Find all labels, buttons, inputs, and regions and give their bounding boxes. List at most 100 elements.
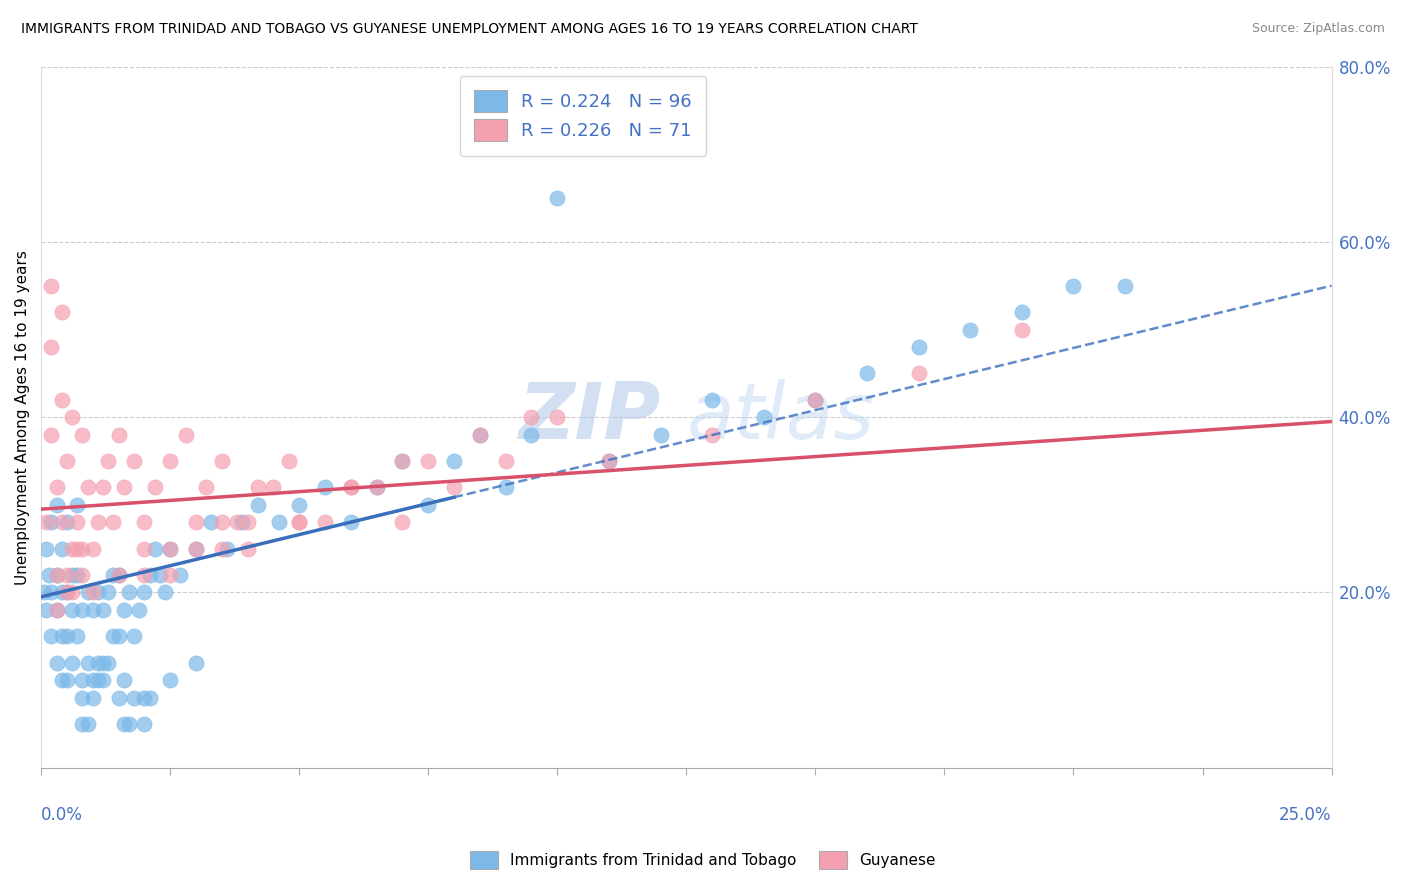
Point	[76, 585, 98, 599]
Point	[82, 603, 104, 617]
Point	[66, 541, 89, 556]
Point	[56, 585, 79, 599]
Point	[66, 516, 89, 530]
Point	[87, 656, 110, 670]
Point	[959, 322, 981, 336]
Point	[51, 673, 73, 687]
Point	[128, 603, 150, 617]
Point	[211, 454, 233, 468]
Text: atlas: atlas	[686, 379, 875, 455]
Point	[107, 690, 129, 705]
Text: IMMIGRANTS FROM TRINIDAD AND TOBAGO VS GUYANESE UNEMPLOYMENT AMONG AGES 16 TO 19: IMMIGRANTS FROM TRINIDAD AND TOBAGO VS G…	[21, 22, 918, 37]
Point	[76, 717, 98, 731]
Point	[391, 454, 413, 468]
Point	[112, 480, 135, 494]
Point	[97, 585, 120, 599]
Point	[103, 629, 125, 643]
Point	[598, 454, 620, 468]
Point	[520, 427, 543, 442]
Point	[907, 367, 929, 381]
Point	[118, 585, 141, 599]
Point	[236, 541, 259, 556]
Point	[231, 516, 253, 530]
Point	[41, 278, 63, 293]
Point	[60, 568, 83, 582]
Point	[907, 340, 929, 354]
Point	[107, 629, 129, 643]
Point	[211, 516, 233, 530]
Point	[60, 541, 83, 556]
Point	[56, 454, 79, 468]
Point	[159, 541, 181, 556]
Point	[122, 454, 145, 468]
Point	[702, 427, 724, 442]
Point	[51, 541, 73, 556]
Point	[1011, 322, 1033, 336]
Point	[418, 498, 440, 512]
Point	[340, 516, 363, 530]
Point	[495, 454, 517, 468]
Point	[91, 656, 114, 670]
Point	[236, 516, 259, 530]
Point	[72, 541, 94, 556]
Point	[134, 690, 156, 705]
Point	[82, 541, 104, 556]
Point	[1062, 278, 1084, 293]
Point	[443, 454, 465, 468]
Point	[598, 454, 620, 468]
Point	[134, 516, 156, 530]
Point	[1114, 278, 1136, 293]
Text: Source: ZipAtlas.com: Source: ZipAtlas.com	[1251, 22, 1385, 36]
Point	[97, 454, 120, 468]
Point	[546, 191, 568, 205]
Point	[184, 541, 207, 556]
Point	[366, 480, 388, 494]
Point	[41, 427, 63, 442]
Point	[340, 480, 363, 494]
Point	[72, 427, 94, 442]
Point	[340, 480, 363, 494]
Point	[76, 480, 98, 494]
Point	[159, 454, 181, 468]
Point	[468, 427, 491, 442]
Point	[41, 340, 63, 354]
Point	[51, 392, 73, 407]
Point	[159, 541, 181, 556]
Point	[51, 516, 73, 530]
Point	[495, 480, 517, 494]
Point	[103, 568, 125, 582]
Point	[112, 717, 135, 731]
Point	[195, 480, 218, 494]
Legend: Immigrants from Trinidad and Tobago, Guyanese: Immigrants from Trinidad and Tobago, Guy…	[464, 845, 942, 875]
Point	[418, 454, 440, 468]
Point	[804, 392, 827, 407]
Point	[159, 673, 181, 687]
Point	[66, 629, 89, 643]
Point	[211, 541, 233, 556]
Point	[226, 516, 249, 530]
Point	[134, 541, 156, 556]
Point	[246, 480, 269, 494]
Point	[87, 585, 110, 599]
Point	[66, 498, 89, 512]
Point	[41, 516, 63, 530]
Point	[60, 603, 83, 617]
Point	[60, 585, 83, 599]
Point	[32, 585, 55, 599]
Point	[72, 690, 94, 705]
Point	[122, 690, 145, 705]
Point	[41, 629, 63, 643]
Point	[112, 603, 135, 617]
Point	[60, 656, 83, 670]
Point	[184, 656, 207, 670]
Point	[91, 603, 114, 617]
Point	[169, 568, 191, 582]
Point	[82, 673, 104, 687]
Point	[288, 498, 311, 512]
Point	[314, 480, 336, 494]
Point	[159, 568, 181, 582]
Point	[45, 603, 67, 617]
Point	[87, 673, 110, 687]
Point	[138, 690, 160, 705]
Point	[76, 656, 98, 670]
